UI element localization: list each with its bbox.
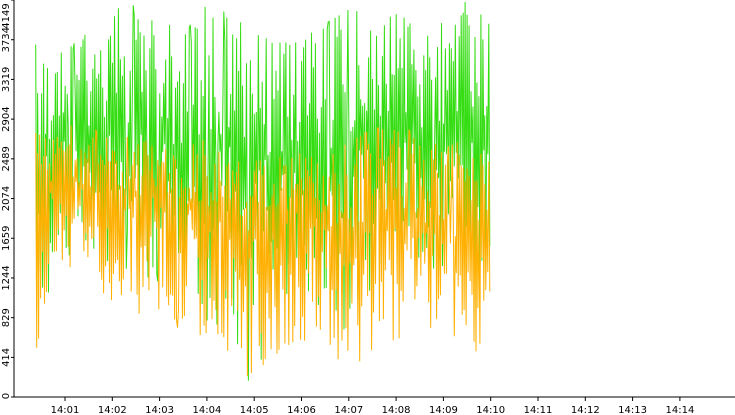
x-tick-label: 14:03	[145, 405, 174, 415]
y-tick-label: 829	[1, 308, 12, 327]
series-line-2	[35, 125, 491, 377]
y-tick-label: 414	[1, 348, 12, 367]
x-tick-label: 14:13	[618, 405, 647, 415]
y-tick-label: 0	[1, 393, 12, 399]
x-tick-label: 14:10	[476, 405, 505, 415]
y-tick-label: 2489	[1, 146, 12, 171]
x-tick-label: 14:04	[192, 405, 221, 415]
x-tick-label: 14:02	[98, 405, 127, 415]
y-tick-label: 1244	[1, 265, 12, 290]
x-tick-label: 14:09	[429, 405, 458, 415]
series-line-1	[35, 1, 491, 381]
x-tick-label: 14:11	[524, 405, 553, 415]
y-tick-label: 2074	[1, 186, 12, 211]
y-tick-label: 1659	[1, 226, 12, 251]
x-tick-label: 14:12	[571, 405, 600, 415]
x-tick-label: 14:14	[665, 405, 694, 415]
x-tick-label: 14:08	[382, 405, 411, 415]
x-axis: 14:01 14:02 14:03 14:04 14:05 14:06 14:07 14:08…	[14, 396, 735, 415]
y-tick-label: 4149	[1, 3, 12, 28]
x-tick-label: 14:01	[51, 405, 80, 415]
y-tick-label: 3319	[1, 67, 12, 92]
x-tick-label: 14:05	[240, 405, 269, 415]
x-tick-label: 14:06	[287, 405, 316, 415]
series-layer	[35, 1, 491, 381]
x-tick-label: 14:07	[334, 405, 363, 415]
y-tick-label: 3734	[1, 27, 12, 52]
y-tick-label: 2904	[1, 106, 12, 131]
